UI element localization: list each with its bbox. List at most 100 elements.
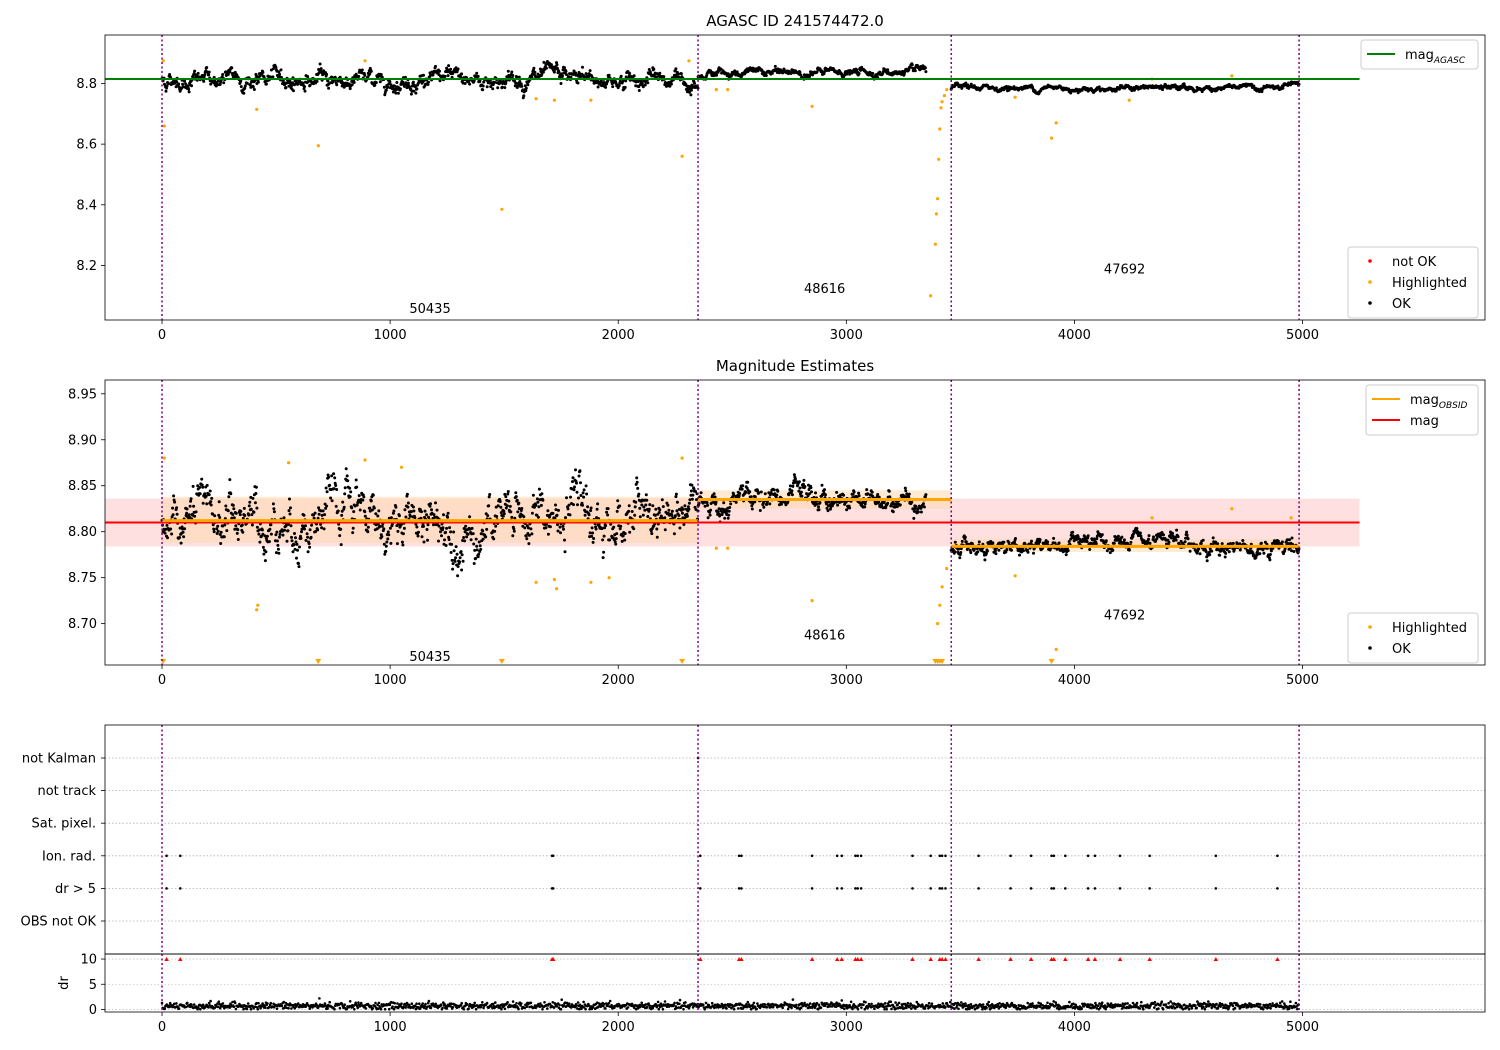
flag-point [859,854,863,858]
ok-point [336,509,340,513]
flag-label: Sat. pixel. [32,817,96,832]
ok-point [579,494,583,497]
ok-point [556,529,560,533]
ok-point [678,526,682,530]
ok-point [674,75,678,79]
ok-point [262,552,266,556]
ok-point [513,84,517,88]
ok-point [614,542,618,546]
ok-point [606,513,610,517]
highlighted-point [316,144,320,148]
ok-point [178,536,182,539]
flag-label: dr > 5 [55,882,96,897]
ok-point [434,501,437,505]
ok-point [669,82,673,86]
ok-point [688,85,692,89]
highlighted-point [940,100,944,104]
obsid-label: 48616 [804,629,845,644]
ok-point [1171,531,1174,535]
ok-point [293,83,296,87]
highlighted-point [287,461,291,465]
ok-point [268,527,272,531]
ok-point [261,70,265,74]
ok-point [275,539,279,543]
ok-point [412,509,416,513]
ok-point [566,507,570,511]
ok-point [387,533,391,537]
ok-point [531,493,535,497]
ok-point [1138,531,1142,535]
ok-point [368,506,372,510]
ok-point [561,524,565,528]
ok-point [274,65,278,69]
ok-point [420,535,424,539]
ok-point [615,532,619,536]
ok-point [165,523,169,527]
ok-point [581,503,584,507]
ok-point [484,535,488,539]
ok-point [304,524,307,528]
ok-point [423,509,427,513]
middle-xtick-label: 5000 [1286,673,1319,688]
flag-point [854,854,857,858]
ok-point [797,480,801,484]
ok-point [886,501,890,505]
ok-point [287,509,291,513]
ok-point [855,68,859,72]
ok-point [359,501,363,504]
ok-point [388,80,392,84]
highlighted-point [1150,516,1154,520]
ok-point [1097,85,1101,89]
ok-point [1269,549,1273,553]
ok-point [619,524,623,528]
ok-point [567,503,571,507]
ok-point [898,503,902,507]
ok-point [427,515,430,519]
ok-point [590,534,594,538]
ok-point [799,490,803,494]
ok-point [306,535,310,539]
ok-point [1111,548,1115,552]
ok-point [472,562,476,565]
ok-point [324,486,328,490]
ok-point [303,527,306,531]
ok-point [734,500,738,504]
ok-point [1095,537,1099,541]
ok-point [459,550,463,554]
top-ytick-label: 8.2 [76,259,97,274]
dr-point [217,1000,221,1003]
top-ytick-label: 8.8 [76,77,97,92]
ok-point [352,81,356,84]
ok-point [460,72,464,76]
flag-point [911,854,914,858]
ok-point [630,510,634,513]
ok-point [790,489,794,493]
ok-point [303,85,306,89]
ok-point [670,509,674,513]
ok-point [481,537,485,541]
ok-point [243,514,247,517]
top-legend-points-entry-label: Highlighted [1392,276,1467,291]
ok-point [514,495,518,499]
ok-point [793,477,797,481]
ok-point [773,64,777,68]
highlighted-point [936,197,940,201]
ok-point [538,67,542,71]
ok-point [887,489,891,493]
ok-point [638,515,642,519]
ok-point [446,511,450,515]
ok-point [572,488,576,492]
ok-point [537,487,541,491]
highlighted-point [552,577,557,582]
ok-point [294,536,297,540]
ok-point [242,91,246,95]
ok-point [271,502,275,506]
ok-point [251,85,255,89]
flag-point [165,887,168,890]
ok-point [300,530,303,534]
ok-point [255,506,259,510]
ok-point [264,82,268,86]
ok-point [408,514,412,518]
ok-point [456,574,460,578]
highlighted-point [1054,647,1058,652]
